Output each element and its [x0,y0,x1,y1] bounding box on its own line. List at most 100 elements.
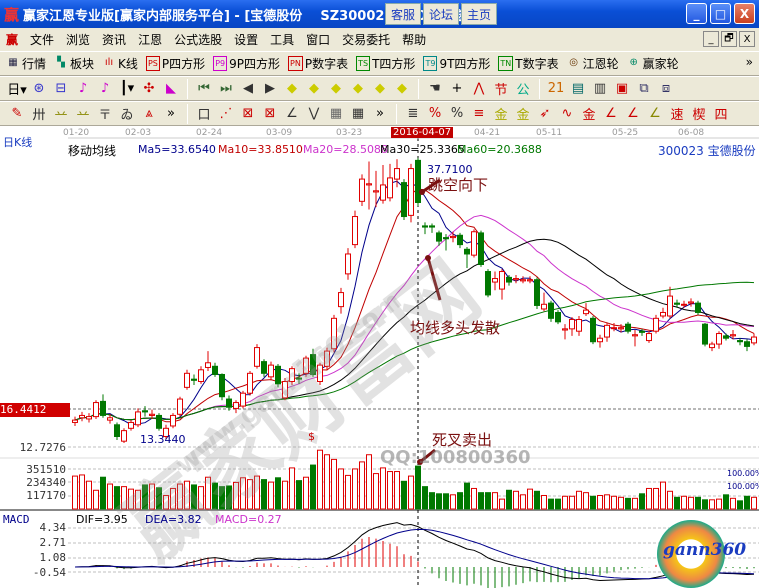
menu-tools[interactable]: 工具 [270,33,295,47]
wedge-button[interactable]: 楔 [688,104,710,123]
draw-mode-button[interactable]: ✣ [138,81,160,96]
ps-button[interactable]: PS P四方形 [145,55,205,72]
zoom-h-button[interactable]: ◆ [325,81,347,96]
menu-gann[interactable]: 江恩 [138,33,163,47]
gold-lines-button[interactable]: 金 [512,104,534,123]
more-icon-2-button[interactable]: » [369,106,391,121]
line-tool-button[interactable]: ⋀ [468,81,490,96]
spiral-button[interactable]: ゐ [116,104,138,123]
ruler-button[interactable]: ≣ [402,106,424,121]
calendar-21-button[interactable]: 21 [545,81,567,96]
table-button[interactable]: ▦ [347,106,369,121]
menu-settings[interactable]: 设置 [234,33,259,47]
p9-button[interactable]: P9 9P四方形 [213,55,280,72]
menu-help[interactable]: 帮助 [402,33,427,47]
gann-wheel-button[interactable]: ◎ 江恩轮 [567,55,618,72]
zoom-out-button[interactable]: ◆ [369,81,391,96]
ts-button[interactable]: TS T四方形 [356,55,415,72]
crosshair-button[interactable]: + [446,81,468,96]
chart-style-button[interactable]: ⊛ [28,81,50,96]
sine-button[interactable]: ∿ [556,106,578,121]
speed-button[interactable]: 速 [666,104,688,123]
box-tool-button[interactable]: 口 [193,104,215,123]
report-button[interactable]: ▥ [589,81,611,96]
mdi-minimize-button[interactable]: _ [703,31,719,47]
maximize-button[interactable]: □ [710,3,731,24]
kline-button[interactable]: ılı K线 [102,55,138,72]
calculator-button[interactable]: ▤ [567,81,589,96]
fan-lines-button[interactable]: ⋰ [215,106,237,121]
mdi-restore-button[interactable]: 🗗 [721,31,737,47]
trade-button[interactable]: ⧈ [655,81,677,96]
tn-button[interactable]: TN T数字表 [498,55,559,72]
grid-lines-button[interactable]: 卅 [28,104,50,123]
gann-fan-1-button[interactable]: 䒑 [50,104,72,123]
kline-chart[interactable]: 赢家财富网 www.gann360.com QQ:100800360 日K线 0… [0,127,759,588]
angle-j-button[interactable]: ∠ [600,106,622,121]
close-button[interactable]: X [734,3,755,24]
fib-button[interactable]: ≡ [468,106,490,121]
percent-button[interactable]: % [446,106,468,121]
move-left-button[interactable]: ◆ [281,81,303,96]
indicator-9-button[interactable]: ♪ [94,81,116,96]
toolbar-overflow-button[interactable]: » [745,55,753,69]
section-button[interactable]: 节 [490,79,512,98]
percent-line-button[interactable]: % [424,106,446,121]
menu-formula[interactable]: 公式选股 [174,33,223,47]
move-right-button[interactable]: ◆ [303,81,325,96]
gold-circle-button[interactable]: 金 [490,104,512,123]
menu-trade[interactable]: 交易委托 [342,33,391,47]
menu-window[interactable]: 窗口 [306,33,331,47]
zoom-v-button[interactable]: ◆ [391,81,413,96]
menu-news[interactable]: 资讯 [102,33,127,47]
prev-button[interactable]: ◀ [237,81,259,96]
candle-type-dropdown-button[interactable]: ┃▾ [116,81,138,96]
pn-button[interactable]: PN P数字表 [288,55,348,72]
wave-button[interactable]: ⋁ [303,106,325,121]
volume-bar [142,484,148,510]
angle-f-button[interactable]: ∠ [622,106,644,121]
candle-body [317,364,323,383]
more-button[interactable]: » [160,106,182,121]
save-button[interactable]: ▣ [611,81,633,96]
next-button[interactable]: ▶ [259,81,281,96]
angle-button[interactable]: ∠ [281,106,303,121]
cone-button[interactable]: ⩓ [138,106,160,121]
angle-gold-button[interactable]: ∠ [644,106,666,121]
sector-blocks-button[interactable]: ▚ 板块 [54,55,94,72]
mdi-close-button[interactable]: X [739,31,755,47]
t9-button[interactable]: T9 9T四方形 [423,55,490,72]
gold-level-button[interactable]: 金 [578,104,600,123]
zoom-in-button[interactable]: ◆ [347,81,369,96]
last-page-button[interactable]: ⏭ [215,81,237,96]
pen-button[interactable]: ✎ [6,106,28,121]
arrow-tool-button[interactable]: ➶ [534,106,556,121]
menu-browse[interactable]: 浏览 [66,33,91,47]
network-button[interactable]: ⧉ [633,81,655,96]
volume-bar [688,496,694,510]
hand-button[interactable]: ☚ [424,81,446,96]
grid-box-button[interactable]: ▦ [325,106,347,121]
gann-fan-3-button[interactable]: 〒 [94,104,116,123]
four-button[interactable]: 四 [710,104,732,123]
color-flag-button[interactable]: ◣ [160,81,182,96]
forum-link[interactable]: 论坛 [423,3,459,25]
period-label[interactable]: 日K线 [3,136,33,149]
period-day-dropdown-button[interactable]: 日▾ [6,79,28,98]
minimize-button[interactable]: _ [686,3,707,24]
customer-service-link[interactable]: 客服 [385,3,421,25]
first-page-button[interactable]: ⏮ [193,81,215,96]
macd-title[interactable]: MACD [3,513,30,526]
calendar-grid-button[interactable]: ▦ 行情 [6,55,46,72]
square-button[interactable]: ⊠ [237,106,259,121]
gann-square-button[interactable]: ⊠ [259,106,281,121]
notes-button[interactable]: ⊟ [50,81,72,96]
date-tick: 05-11 [536,128,563,138]
winner-wheel-button[interactable]: ⊕ 赢家轮 [627,55,678,72]
formula-button[interactable]: 公 [512,79,534,98]
indicator-3-button[interactable]: ♪ [72,81,94,96]
homepage-link[interactable]: 主页 [461,3,497,25]
gann-fan-2-button[interactable]: 䒑 [72,104,94,123]
menu-file[interactable]: 文件 [30,33,55,47]
cone-icon: ⩓ [145,106,153,121]
